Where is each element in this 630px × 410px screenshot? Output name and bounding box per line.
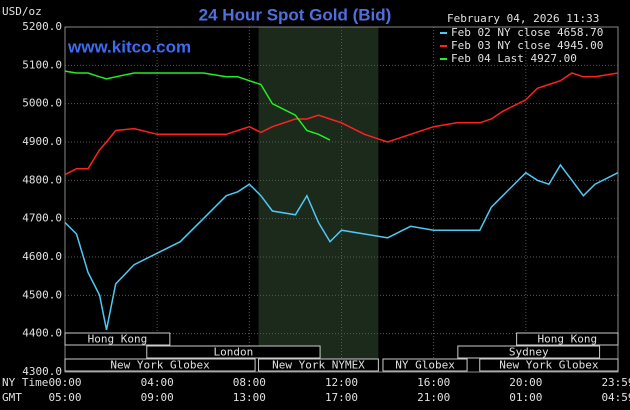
session-bar (516, 332, 619, 346)
x-tick-label: 16:00 (417, 376, 450, 389)
x-tick-label: 00:00 (48, 376, 81, 389)
chart-title: 24 Hour Spot Gold (Bid) (199, 5, 392, 24)
session-shade (258, 27, 379, 372)
x2-row-label: GMT (2, 391, 22, 404)
unit-label: USD/oz (2, 5, 42, 18)
y-tick-label: 5200.0 (22, 20, 62, 33)
x2-tick-label: 01:00 (509, 391, 542, 404)
y-tick-label: 4700.0 (22, 212, 62, 225)
series-line (64, 72, 619, 176)
session-label: New York Globex (110, 359, 210, 372)
x-tick-label: 08:00 (233, 376, 266, 389)
session-label: New York Globex (499, 359, 599, 372)
y-tick-label: 5100.0 (22, 58, 62, 71)
series-line (64, 70, 331, 141)
session-bar (146, 345, 321, 359)
x-tick-label: 20:00 (509, 376, 542, 389)
y-tick-label: 4900.0 (22, 135, 62, 148)
x2-tick-label: 04:59 (601, 391, 630, 404)
y-tick-label: 4500.0 (22, 288, 62, 301)
x2-tick-label: 09:00 (141, 391, 174, 404)
x2-tick-label: 17:00 (325, 391, 358, 404)
series-line (64, 163, 619, 330)
session-label: New York NYMEX (272, 359, 365, 372)
session-bar (479, 358, 619, 372)
session-bar (64, 332, 171, 346)
session-label: NY Globex (395, 359, 455, 372)
y-tick-label: 4600.0 (22, 250, 62, 263)
session-bar (258, 358, 379, 372)
y-tick-label: 4400.0 (22, 327, 62, 340)
session-label: London (214, 346, 254, 359)
x-tick-label: 23:59 (601, 376, 630, 389)
x-row-label: NY Time (2, 376, 48, 389)
x2-tick-label: 13:00 (233, 391, 266, 404)
y-tick-label: 4800.0 (22, 173, 62, 186)
timestamp: February 04, 2026 11:33 (447, 12, 599, 25)
session-label: Sydney (509, 346, 549, 359)
session-bar (457, 345, 601, 359)
session-bar (64, 358, 256, 372)
legend-label: Feb 03 NY close 4945.00 (451, 39, 603, 52)
session-label: Hong Kong (88, 333, 148, 346)
plot-frame (64, 26, 619, 373)
site-label: www.kitco.com (67, 37, 191, 56)
x-tick-label: 12:00 (325, 376, 358, 389)
y-tick-label: 5000.0 (22, 97, 62, 110)
x2-tick-label: 21:00 (417, 391, 450, 404)
x2-tick-label: 05:00 (48, 391, 81, 404)
legend-label: Feb 02 NY close 4658.70 (451, 26, 603, 39)
session-bar (382, 358, 468, 372)
session-label: Hong Kong (538, 333, 598, 346)
legend-label: Feb 04 Last 4927.00 (451, 52, 577, 65)
x-tick-label: 04:00 (141, 376, 174, 389)
y-tick-label: 4300.0 (22, 365, 62, 378)
